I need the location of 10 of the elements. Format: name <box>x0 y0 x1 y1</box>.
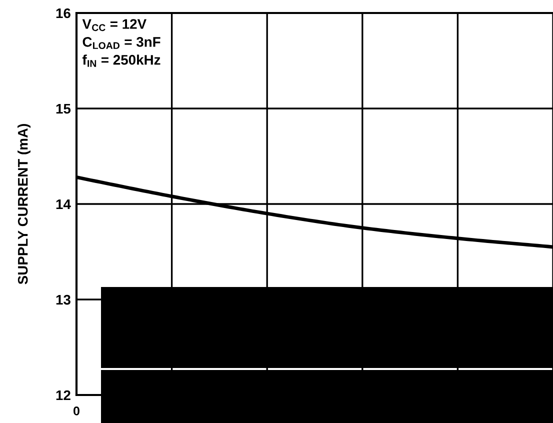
annotation: f$_{IN}$ = 250kHz <box>82 54 160 67</box>
annotation: C$_{LOAD}$ = 3nF <box>82 37 160 50</box>
annotation: V$_{CC}$ = 12V <box>82 19 146 32</box>
text: 0 <box>74 406 80 416</box>
y-tick-label: 16 <box>56 8 70 18</box>
y-tick-label: 12 <box>56 390 70 400</box>
y-tick-label: 15 <box>56 104 71 114</box>
y-tick-label: 14 <box>56 199 71 210</box>
y-axis-title: SUPPLY CURRENT (mA) <box>18 124 30 284</box>
y-tick-label: 13 <box>56 294 70 305</box>
